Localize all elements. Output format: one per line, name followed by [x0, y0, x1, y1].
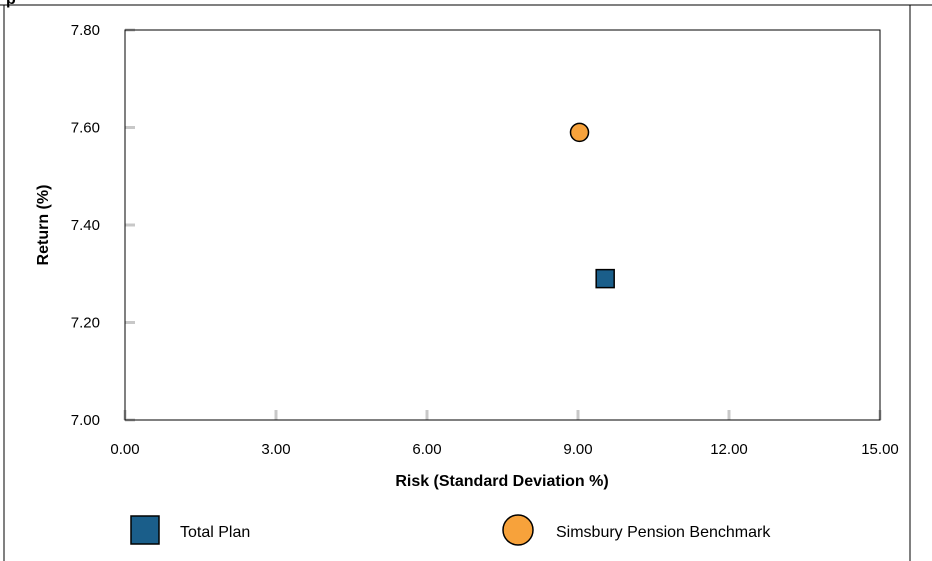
x-tick-label: 3.00: [261, 441, 290, 458]
legend-label-total-plan: Total Plan: [180, 524, 250, 541]
y-tick-label: 7.60: [71, 120, 100, 137]
y-tick-label: 7.20: [71, 315, 100, 332]
x-tick-label: 12.00: [710, 441, 748, 458]
y-axis-ticks: 7.00 7.20 7.40 7.60 7.80: [71, 22, 135, 429]
point-simsbury-pension-benchmark: [569, 122, 590, 143]
legend-label-benchmark: Simsbury Pension Benchmark: [556, 524, 771, 541]
y-tick-label: 7.40: [71, 217, 100, 234]
y-axis-title: Return (%): [35, 185, 52, 266]
legend-swatch-total-plan: [130, 515, 160, 545]
y-tick-label: 7.80: [71, 22, 100, 39]
x-tick-label: 9.00: [563, 441, 592, 458]
data-points: [569, 122, 615, 289]
legend: Total Plan Simsbury Pension Benchmark: [130, 514, 771, 546]
x-tick-label: 0.00: [110, 441, 139, 458]
point-total-plan: [595, 268, 615, 289]
x-tick-label: 6.00: [412, 441, 441, 458]
x-tick-label: 15.00: [861, 441, 899, 458]
x-axis-ticks: 0.00 3.00 6.00 9.00 12.00 15.00: [110, 410, 899, 458]
chart-title-fragment: p: [6, 0, 16, 9]
legend-swatch-benchmark: [502, 514, 534, 546]
plot-area: [124, 29, 881, 421]
x-axis-title: Risk (Standard Deviation %): [395, 473, 608, 490]
y-tick-label: 7.00: [71, 412, 100, 429]
